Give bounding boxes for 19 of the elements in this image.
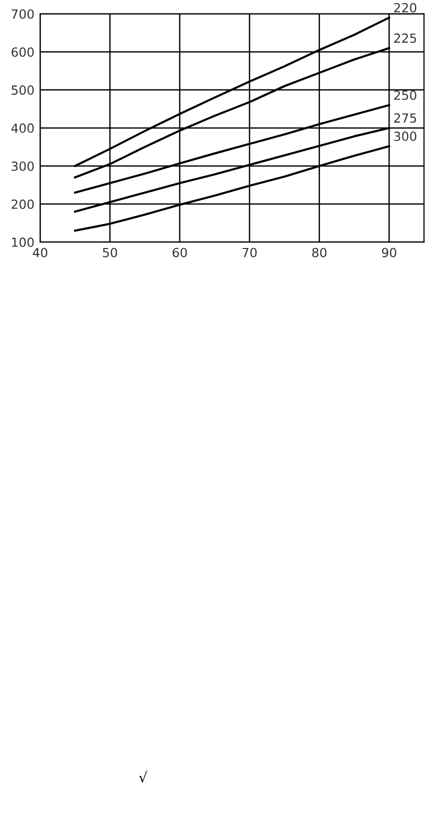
y-tick-label: 700 xyxy=(12,9,34,19)
x-tick-label: 50 xyxy=(102,248,118,258)
y-tick-label: 300 xyxy=(12,161,34,171)
x-tick-label: 40 xyxy=(32,248,48,258)
x-tick-label: 90 xyxy=(382,248,396,258)
y-tick-label: 500 xyxy=(12,85,34,95)
x-tick-label: 70 xyxy=(242,248,257,258)
series-label: 225 xyxy=(394,33,416,43)
y-tick-label: 100 xyxy=(12,238,34,247)
x-tick-label: 80 xyxy=(312,248,326,258)
text: √ xyxy=(139,771,148,783)
y-tick-label: 200 xyxy=(12,199,34,209)
series-label: 250 xyxy=(394,90,416,100)
series-label: 220 xyxy=(394,3,416,12)
series-label: 300 xyxy=(394,132,416,142)
y-tick-label: 600 xyxy=(12,47,34,57)
y-tick-label: 400 xyxy=(11,123,34,133)
x-tick-label: 60 xyxy=(172,248,187,258)
series-label: 275 xyxy=(394,113,416,123)
